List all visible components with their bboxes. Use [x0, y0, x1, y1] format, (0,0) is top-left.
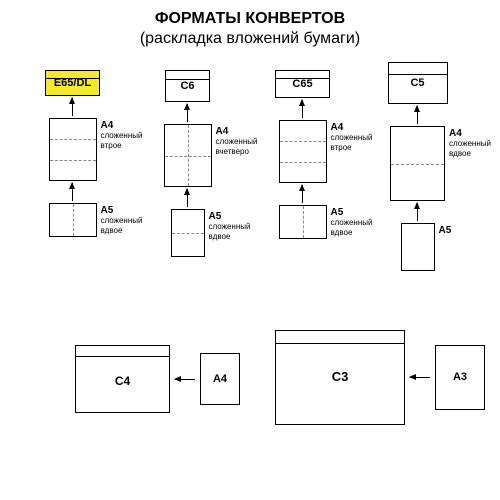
- a5-title: A5: [439, 225, 452, 236]
- a4-sub: сложенный: [449, 140, 491, 149]
- a4-sheet: [279, 120, 327, 183]
- a4-sub: втрое: [331, 144, 352, 153]
- arrow-up: [187, 104, 188, 122]
- a5-sub: вдвое: [209, 233, 231, 242]
- arrow-up: [72, 98, 73, 116]
- a5-sub: вдвое: [101, 227, 123, 236]
- a4-title: A4: [216, 126, 229, 137]
- a4-sheet: [49, 118, 97, 181]
- a4-sub: сложенный: [101, 132, 143, 141]
- a4-sub: вчетверо: [216, 148, 249, 157]
- c4-label: C4: [75, 375, 170, 388]
- arrow-up: [417, 203, 418, 221]
- arrow-left: [175, 379, 195, 380]
- envelope-label: E65/DL: [45, 77, 100, 89]
- a4-sub: втрое: [101, 142, 122, 151]
- heading-line2: (раскладка вложений бумаги): [0, 30, 500, 48]
- arrow-up: [187, 189, 188, 207]
- envelope-label: C5: [388, 77, 448, 89]
- a5-sheet: [171, 209, 205, 257]
- a4-sheet: [164, 124, 212, 187]
- a5-sub: вдвое: [331, 229, 353, 238]
- a4-title: A4: [101, 120, 114, 131]
- a3-label: A3: [435, 371, 485, 383]
- c3-label: C3: [275, 370, 405, 384]
- a4-sub: вдвое: [449, 150, 471, 159]
- arrow-up: [302, 185, 303, 203]
- a5-sub: сложенный: [209, 223, 251, 232]
- arrow-up: [302, 100, 303, 118]
- a4-title: A4: [331, 122, 344, 133]
- heading-line1: ФОРМАТЫ КОНВЕРТОВ: [0, 10, 500, 28]
- a5-title: A5: [101, 205, 114, 216]
- a5-sheet: [279, 205, 327, 239]
- arrow-up: [72, 183, 73, 201]
- arrow-up: [417, 106, 418, 124]
- envelope-label: C6: [165, 80, 210, 92]
- a4-sheet: [390, 126, 445, 201]
- a4-bottom-label: A4: [200, 373, 240, 385]
- a5-sub: сложенный: [331, 219, 373, 228]
- a5-sheet: [401, 223, 435, 271]
- a5-sub: сложенный: [101, 217, 143, 226]
- envelope-label: C65: [275, 78, 330, 90]
- a5-sheet: [49, 203, 97, 237]
- a4-sub: сложенный: [216, 138, 258, 147]
- a4-sub: сложенный: [331, 134, 373, 143]
- a5-title: A5: [209, 211, 222, 222]
- a5-title: A5: [331, 207, 344, 218]
- arrow-left: [410, 377, 430, 378]
- a4-title: A4: [449, 128, 462, 139]
